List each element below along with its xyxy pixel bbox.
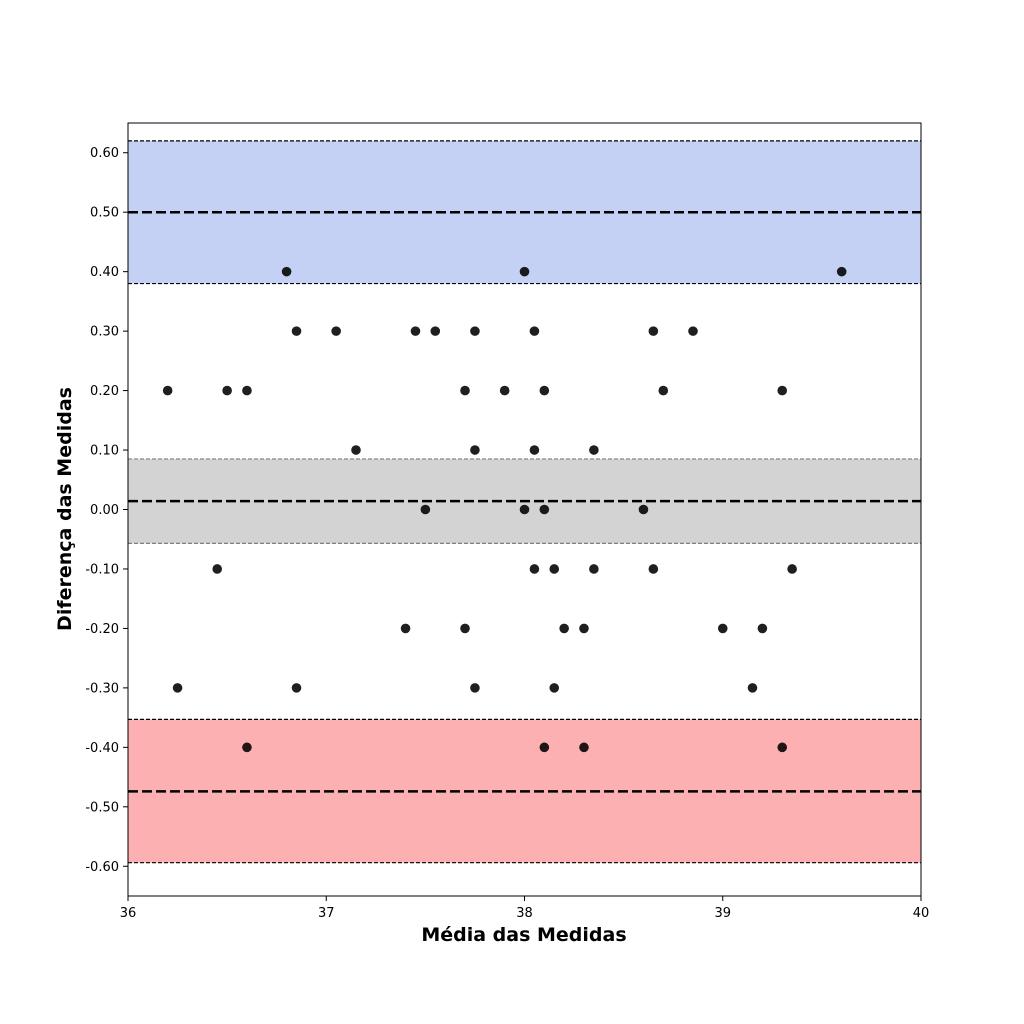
y-tick-label: 0.20 <box>90 384 119 399</box>
y-tick-label: -0.10 <box>85 562 119 577</box>
data-point <box>519 504 530 515</box>
data-point <box>470 326 480 336</box>
data-point <box>291 683 302 693</box>
data-point <box>162 385 173 396</box>
data-point <box>579 742 589 753</box>
x-tick-label: 39 <box>714 906 731 921</box>
data-point <box>420 504 431 515</box>
data-point <box>470 683 480 693</box>
data-point <box>777 742 788 753</box>
y-tick-label: -0.40 <box>85 741 119 756</box>
data-point <box>559 623 569 634</box>
y-tick-label: -0.50 <box>85 800 119 815</box>
data-point <box>836 266 847 277</box>
data-point <box>519 266 530 277</box>
data-point <box>638 504 649 515</box>
data-point <box>172 683 183 693</box>
data-point <box>222 385 232 396</box>
data-point <box>291 326 302 336</box>
data-point <box>539 504 550 515</box>
data-point <box>460 623 470 634</box>
data-point <box>539 385 550 396</box>
data-point <box>410 326 421 336</box>
lower-limit-band <box>128 718 921 864</box>
data-point <box>549 564 560 574</box>
y-tick-label: 0.30 <box>90 325 119 340</box>
data-point <box>460 385 470 396</box>
y-tick-label: 0.40 <box>90 265 119 280</box>
data-point <box>648 564 659 574</box>
upper-limit-band <box>128 140 921 285</box>
data-point <box>529 564 540 574</box>
data-point <box>688 326 698 336</box>
data-point <box>430 326 441 336</box>
data-point <box>747 683 758 693</box>
data-point <box>470 445 480 455</box>
y-tick-label: -0.20 <box>85 622 119 637</box>
y-tick-label: 0.00 <box>90 503 119 518</box>
limit-bands <box>128 140 921 864</box>
data-point <box>529 326 540 336</box>
y-tick-label: 0.50 <box>90 206 119 221</box>
x-axis-ticks: 36 37 38 39 40 <box>120 896 930 921</box>
data-points <box>162 266 847 753</box>
y-axis-title: Diferença das Medidas <box>54 387 76 631</box>
y-axis-ticks: 0.60 0.50 0.40 0.30 0.20 0.10 0.00 -0.10 -0.20 -0… <box>85 146 128 875</box>
y-tick-label: 0.10 <box>90 444 119 459</box>
data-point <box>777 385 788 396</box>
data-point <box>529 445 540 455</box>
data-point <box>589 445 599 455</box>
data-point <box>658 385 669 396</box>
data-point <box>589 564 599 574</box>
data-point <box>499 385 510 396</box>
data-point <box>648 326 659 336</box>
data-point <box>212 564 223 574</box>
y-tick-label: -0.30 <box>85 681 119 696</box>
x-tick-label: 37 <box>318 906 335 921</box>
data-point <box>242 742 252 753</box>
data-point <box>281 266 292 277</box>
data-point <box>400 623 411 634</box>
y-tick-label: 0.60 <box>90 146 119 161</box>
data-point <box>242 385 252 396</box>
data-point <box>579 623 589 634</box>
x-tick-label: 36 <box>120 906 137 921</box>
x-tick-label: 38 <box>516 906 533 921</box>
data-point <box>717 623 728 634</box>
data-point <box>757 623 768 634</box>
data-point <box>539 742 550 753</box>
x-tick-label: 40 <box>913 906 930 921</box>
y-tick-label: -0.60 <box>85 860 119 875</box>
data-point <box>331 326 341 336</box>
x-axis-title: Média das Medidas <box>421 924 626 946</box>
data-point <box>351 445 361 455</box>
mean-band <box>128 458 921 544</box>
data-point <box>549 683 560 693</box>
data-point <box>787 564 797 574</box>
